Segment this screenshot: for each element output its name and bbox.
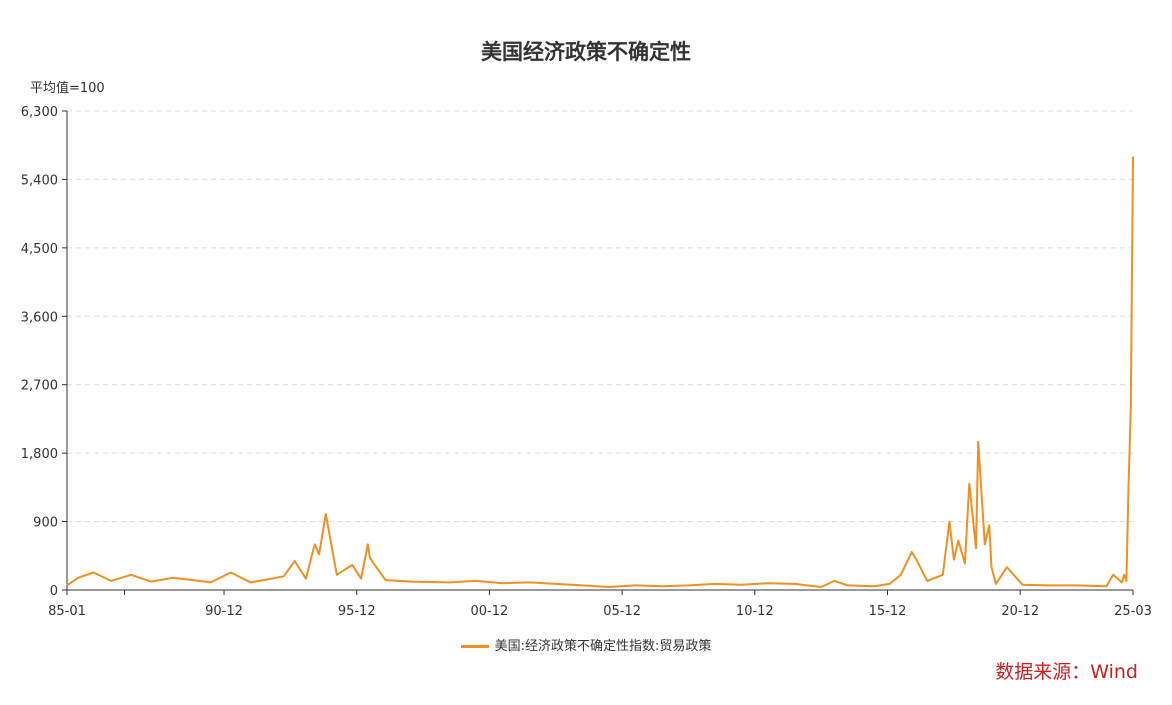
x-tick-label: 00-12 [471, 604, 509, 619]
y-tick-label: 6,300 [21, 105, 58, 120]
x-tick-label: 95-12 [338, 604, 376, 619]
y-tick-label: 0 [50, 584, 58, 599]
plot-area [66, 156, 1134, 588]
series-line [66, 156, 1134, 588]
x-tick-label: 10-12 [736, 604, 774, 619]
y-axis-unit-label: 平均值=100 [30, 81, 105, 96]
gridlines [67, 110, 1133, 523]
x-tick-label: 20-12 [1001, 604, 1039, 619]
x-tick-label: 25-03 [1114, 604, 1152, 619]
x-axis: 85-01 90-12 95-12 00-12 05-12 10-12 15-12 20-12… [48, 589, 1152, 619]
x-tick-label: 05-12 [603, 604, 641, 619]
y-tick-label: 2,700 [21, 379, 58, 394]
y-tick-label: 1,800 [21, 447, 58, 462]
legend-swatch [460, 645, 489, 648]
y-axis: 0 900 1,800 2,700 3,600 4,500 5,400 6,300 [21, 105, 68, 599]
y-tick-label: 5,400 [21, 173, 58, 188]
source-note: 数据来源：Wind [995, 661, 1138, 683]
x-tick-label: 15-12 [869, 604, 907, 619]
legend[interactable]: 美国:经济政策不确定性指数:贸易政策 [0, 635, 1172, 654]
y-tick-label: 900 [33, 516, 58, 531]
x-tick-label: 85-01 [48, 604, 86, 619]
legend-label: 美国:经济政策不确定性指数:贸易政策 [494, 639, 712, 654]
x-tick-label: 90-12 [205, 604, 243, 619]
y-tick-label: 4,500 [21, 242, 58, 257]
chart-title: 美国经济政策不确定性 [481, 40, 691, 64]
y-tick-label: 3,600 [21, 310, 58, 325]
